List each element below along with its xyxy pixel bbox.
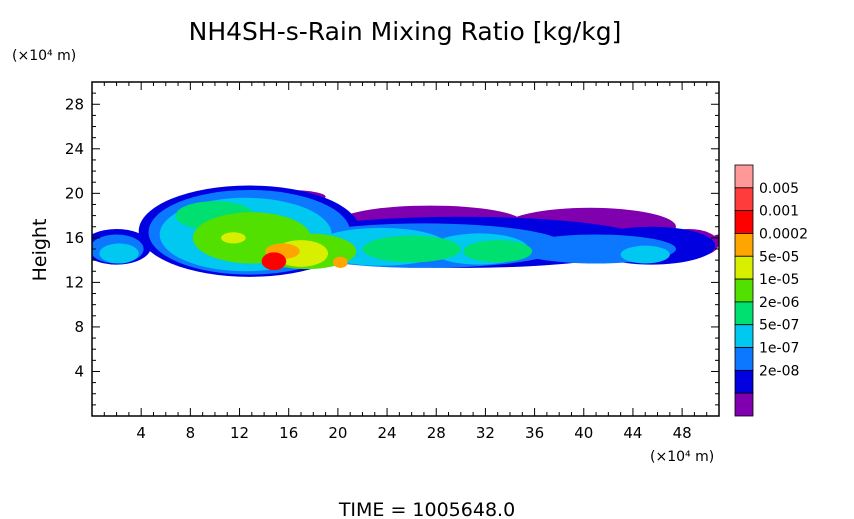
time-footer: TIME = 1005648.0 [338,499,515,519]
y-axis-label: Height [29,219,51,282]
y-tick-label: 24 [65,140,84,158]
colorbar-label: 5e-05 [759,249,799,265]
field-region-18 [99,243,139,264]
colorbar-swatch [734,278,754,303]
colorbar-label: 2e-08 [759,363,799,379]
colorbar-swatch [734,187,754,212]
field-region-27 [332,256,348,268]
field-layer [92,185,719,277]
x-tick-label: 24 [378,424,397,442]
x-tick-label: 20 [328,424,347,442]
colorbar-label: 5e-07 [759,318,799,334]
colorbar-swatch [734,347,754,371]
x-unit-label: (×10⁴ m) [650,449,714,465]
field-region-20 [362,235,461,263]
x-ticks: 4 8 12 16 20 24 28 32 36 40 44 48 [103,82,708,442]
colorbar-label: 1e-07 [759,341,799,357]
colorbar-label: 0.001 [759,204,799,220]
colorbar-label: 1e-05 [759,272,799,288]
x-tick-label: 32 [476,424,495,442]
colorbar-swatch [734,301,754,326]
colorbar-swatch [734,164,754,189]
y-tick-label: 16 [65,229,84,247]
y-tick-label: 20 [65,184,84,202]
colorbar-swatch [734,392,754,417]
colorbar-swatch [734,324,754,348]
x-tick-label: 4 [136,424,146,442]
colorbar-label: 0.005 [759,181,799,197]
x-tick-label: 28 [427,424,446,442]
y-tick-label: 12 [65,273,84,291]
colorbar-label: 0.0002 [759,226,808,242]
y-tick-label: 8 [74,318,84,336]
colorbar: 0.005 0.001 0.0002 5e-05 1e-05 2e-06 5e-07 1e-0… [734,164,808,417]
colorbar-swatch [734,255,754,280]
y-tick-label: 28 [65,95,84,113]
colorbar-label: 2e-06 [759,295,799,311]
field-region-28 [261,252,287,271]
x-tick-label: 44 [623,424,642,442]
x-tick-label: 40 [574,424,593,442]
x-tick-label: 36 [525,424,544,442]
y-ticks: 4 8 12 16 20 24 28 [65,92,719,406]
field-region-17 [620,245,670,264]
x-tick-label: 16 [279,424,298,442]
colorbar-swatch [734,210,754,234]
y-unit-label: (×10⁴ m) [12,48,76,64]
colorbar-swatch [734,233,754,257]
x-tick-label: 12 [230,424,249,442]
x-tick-label: 8 [186,424,196,442]
field-region-21 [463,240,533,263]
x-tick-label: 48 [673,424,692,442]
y-tick-label: 4 [74,362,84,380]
chart-title: NH4SH-s-Rain Mixing Ratio [kg/kg] [189,17,622,46]
colorbar-swatch [734,369,754,394]
field-region-24 [221,232,246,244]
